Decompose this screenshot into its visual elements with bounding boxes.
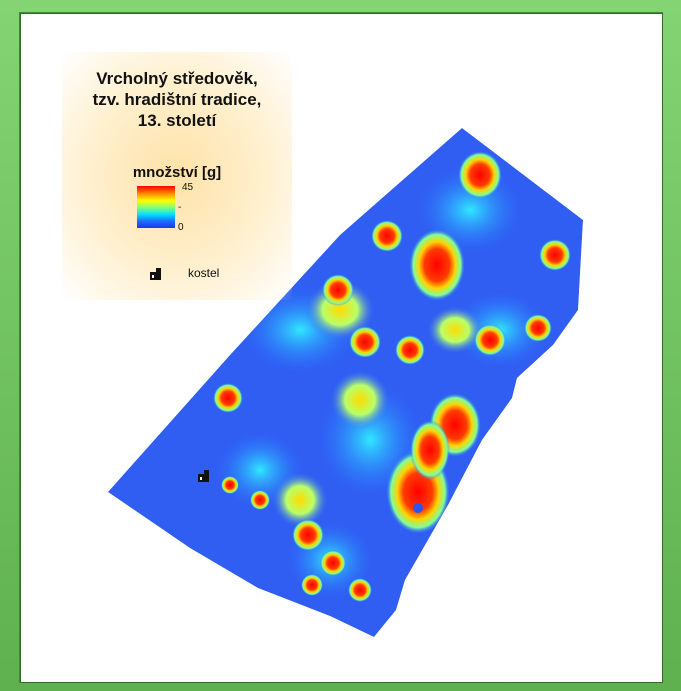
hotspot [410, 420, 450, 480]
hotspot [292, 519, 324, 551]
hotspot [474, 324, 506, 356]
warm-zone [305, 280, 375, 340]
low-value-pit [413, 503, 423, 513]
hotspot [458, 151, 502, 199]
hotspot [213, 383, 243, 413]
legend-title-line: Vrcholný středověk, [96, 69, 258, 88]
hotspot [250, 490, 270, 510]
hotspot [371, 220, 403, 252]
legend-title-line: tzv. hradištní tradice, [92, 90, 262, 109]
hotspot [348, 578, 372, 602]
hotspot [524, 314, 552, 342]
church-icon [150, 268, 161, 280]
scale-mid-tick: - [178, 202, 182, 213]
legend-title: Vrcholný středověk, tzv. hradištní tradi… [62, 68, 292, 131]
hotspot [395, 335, 425, 365]
scale-max-label: 45 [182, 182, 194, 193]
church-icon [198, 470, 209, 482]
hotspot [221, 476, 239, 494]
legend-title-line: 13. století [137, 111, 217, 130]
warm-zone [427, 306, 483, 354]
church-label: kostel [188, 266, 220, 280]
map-legend: Vrcholný středověk, tzv. hradištní tradi… [62, 52, 292, 300]
hotspot [301, 574, 323, 596]
hotspot [539, 239, 571, 271]
quantity-label: množství [g] [132, 164, 222, 181]
hotspot [320, 550, 346, 576]
color-scale-bar [137, 186, 175, 228]
warm-zone [330, 370, 390, 430]
hotspot [349, 326, 381, 358]
hotspot [409, 229, 465, 301]
scale-min-label: 0 [178, 222, 184, 233]
hotspot [322, 274, 354, 306]
warm-zone [272, 472, 328, 528]
